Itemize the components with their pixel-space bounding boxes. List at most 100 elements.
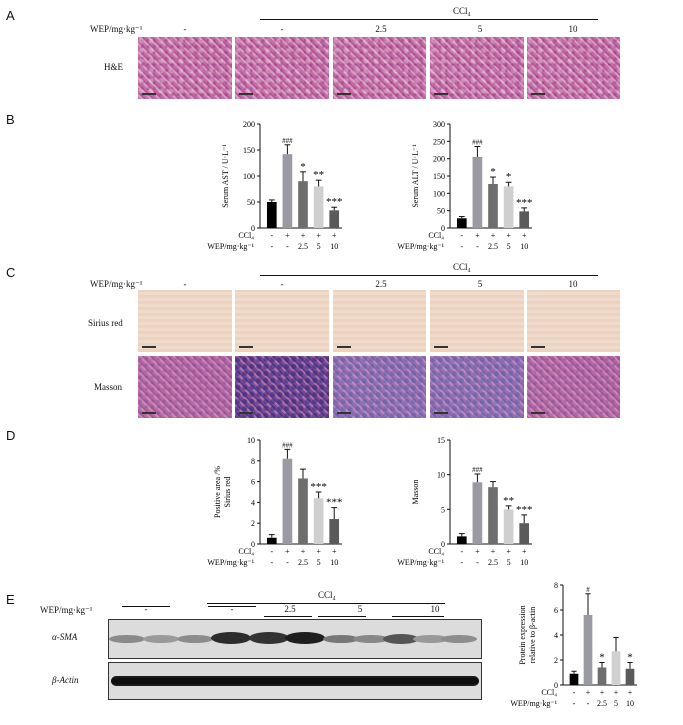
dose-value: 2.5: [597, 699, 607, 708]
y-tick-label: 2: [251, 519, 255, 528]
ccl4-sign: +: [316, 231, 321, 240]
bar: [282, 458, 293, 544]
panel-label-e: E: [6, 592, 15, 607]
ccl4-sign: +: [522, 547, 527, 556]
dose-label-e: WEP/mg·kg⁻¹: [40, 605, 93, 615]
y-tick-label: 0: [251, 224, 255, 233]
dose-value: 10: [520, 242, 528, 251]
panel-label-a: A: [6, 8, 15, 23]
asma-bands: [109, 632, 477, 644]
y-tick-label: 50: [437, 207, 445, 216]
dose-value: -: [286, 558, 289, 567]
y-tick-label: 300: [433, 120, 445, 129]
sirius-micrograph: [235, 290, 329, 352]
dose-value: 5: [317, 242, 321, 251]
y-tick-label: 50: [247, 198, 255, 207]
bar: [611, 651, 621, 685]
ccl4-sign: -: [270, 547, 273, 556]
y-tick-label: 10: [437, 471, 445, 480]
ccl4-sign: +: [285, 231, 290, 240]
significance-label: ***: [310, 481, 327, 493]
group-label: -: [230, 604, 234, 614]
dose-value: 2.5: [488, 558, 498, 567]
panel-label-c: C: [6, 265, 16, 280]
group-label: 5: [477, 24, 483, 34]
ccl4-sign: +: [285, 547, 290, 556]
group-label: -: [183, 279, 187, 289]
dose-value: -: [270, 242, 273, 251]
bar: [597, 667, 607, 685]
bar: [488, 487, 498, 544]
sirius-micrograph: [430, 290, 524, 352]
y-tick-label: 0: [554, 681, 558, 690]
band-label-actin: β-Actin: [52, 675, 79, 685]
group-bracket: [264, 616, 312, 617]
dose-value: 5: [507, 558, 511, 567]
ccl4-row-label: CCl₄: [238, 231, 254, 240]
y-tick-label: 15: [437, 436, 445, 445]
y-axis-label: Sirius red: [223, 477, 232, 508]
significance-label: *: [300, 161, 306, 173]
he-micrograph: [527, 37, 620, 99]
actin-bands: [111, 676, 479, 686]
masson-micrograph: [138, 356, 232, 418]
dose-label-a: WEP/mg·kg⁻¹: [90, 24, 143, 34]
significance-label: *: [627, 652, 633, 664]
significance-label: #: [586, 586, 590, 594]
asma-blot: [108, 619, 482, 659]
masson-micrograph: [333, 356, 426, 418]
panel-label-b: B: [6, 112, 15, 127]
panel-label-d: D: [6, 428, 16, 443]
dose-value: -: [573, 699, 576, 708]
bar: [583, 615, 593, 685]
dose-value: -: [460, 242, 463, 251]
he-micrograph: [333, 37, 426, 99]
y-tick-label: 5: [441, 505, 445, 514]
dose-value: -: [476, 558, 479, 567]
ccl4-sign: +: [491, 547, 496, 556]
significance-label: ***: [326, 196, 343, 208]
dose-value: 2.5: [298, 558, 308, 567]
sirius-chart: 0 2 4 6 8 10 Positive area /% Sirius red - - ### + -…: [207, 436, 342, 567]
bar: [503, 509, 514, 544]
sirius-micrograph: [333, 290, 426, 352]
y-tick-label: 0: [251, 540, 255, 549]
bar: [313, 186, 324, 228]
group-label: -: [183, 24, 187, 34]
significance-label: ###: [282, 441, 293, 449]
ccl4-sign: +: [628, 688, 633, 697]
band-label-asma: α-SMA: [52, 632, 78, 642]
bar: [625, 668, 635, 685]
dose-value: 10: [626, 699, 634, 708]
ccl4-sign: -: [573, 688, 576, 697]
ccl4-sign: +: [506, 547, 511, 556]
dose-row-label: WEP/mg·kg⁻¹: [510, 699, 557, 708]
alt-chart: 0 50 100 150 200 250 300 Serum ALT / U·L⁻¹ - - ###…: [397, 120, 533, 251]
significance-label: ***: [516, 504, 533, 516]
masson-chart: 0 5 10 15 Masson - - ### + - +2.5 ** +5 *** +10 CCl₄ WEP…: [397, 436, 533, 567]
significance-label: ***: [516, 197, 533, 209]
y-tick-label: 4: [251, 498, 255, 507]
y-tick-label: 100: [433, 189, 445, 198]
dose-value: 5: [317, 558, 321, 567]
masson-micrograph: [430, 356, 524, 418]
ccl4-row-label: CCl₄: [428, 231, 444, 240]
bar: [472, 482, 483, 544]
y-tick-label: 6: [251, 478, 255, 487]
group-label: 2.5: [284, 604, 296, 614]
ccl4-label-e: CCl₄: [318, 590, 336, 600]
significance-label: *: [490, 166, 496, 178]
ccl4-sign: +: [506, 231, 511, 240]
protein-chart: 0 2 4 6 8 Protein expression relative to β-act…: [510, 581, 637, 708]
ccl4-sign: +: [586, 688, 591, 697]
bar: [456, 218, 467, 228]
masson-micrograph: [235, 356, 329, 418]
bar: [266, 537, 277, 544]
dose-value: -: [587, 699, 590, 708]
ccl4-sign: +: [332, 231, 337, 240]
significance-label: ###: [472, 139, 483, 147]
row-label-sirius: Sirius red: [88, 318, 123, 328]
dose-row-label: WEP/mg·kg⁻¹: [207, 242, 254, 251]
bar: [488, 183, 498, 228]
dose-label-c: WEP/mg·kg⁻¹: [90, 279, 143, 289]
